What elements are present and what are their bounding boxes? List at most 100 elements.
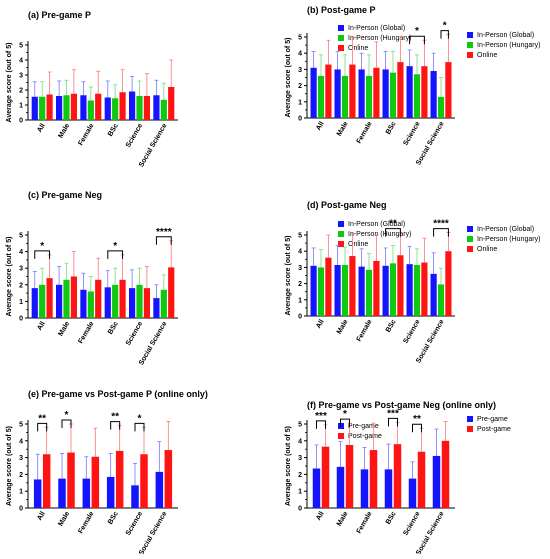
panel-d: (d) Post-game Neg Average score (out of 5… (285, 200, 540, 364)
bar-blue (129, 288, 136, 318)
significance-bracket (37, 422, 48, 432)
significance-bracket (155, 236, 172, 245)
y-tick-label: 5 (19, 422, 23, 429)
y-tick-label: 3 (19, 266, 23, 273)
x-tick-label: Science (402, 120, 421, 147)
bar-green (341, 75, 349, 118)
panel-title: (d) Post-game Neg (307, 200, 387, 210)
bar-blue (106, 476, 115, 508)
bar-red (345, 445, 354, 508)
legend-label: Online (477, 52, 497, 59)
legend-label: Online (477, 246, 497, 253)
significance-label: * (138, 413, 142, 424)
bar-red (373, 260, 380, 316)
bar-red (397, 62, 404, 118)
bar-red (325, 64, 332, 118)
x-tick-label: All (315, 120, 326, 131)
bar-red (168, 267, 175, 318)
x-tick-label: Male (57, 510, 71, 527)
panel-title: (c) Pre-game Neg (28, 190, 102, 200)
y-tick-label: 2 (298, 83, 302, 90)
y-tick-label: 5 (298, 233, 302, 240)
y-axis-label: Average score (out of 5) (285, 426, 292, 506)
significance-label: *** (387, 408, 399, 419)
legend-label: Online (348, 241, 368, 248)
bar-red (164, 450, 173, 508)
bar-red (46, 94, 53, 120)
y-tick-label: 0 (19, 118, 23, 125)
legend-label: Post-game (477, 426, 511, 433)
legend-label: Pre-game (348, 423, 379, 430)
bar-red (373, 67, 380, 118)
bar-blue (360, 469, 369, 508)
bar-blue (33, 479, 42, 508)
y-tick-label: 0 (19, 506, 23, 513)
bar-blue (56, 284, 63, 318)
bar-blue (80, 289, 87, 318)
bar-green (389, 72, 397, 118)
panel-title: (b) Post-game P (307, 5, 376, 15)
bar-green (63, 279, 70, 318)
significance-bracket (409, 35, 425, 45)
bar-blue (104, 287, 111, 318)
bar-red (143, 288, 150, 318)
panel-f: (f) Pre-game vs Post-game Neg (online on… (285, 400, 511, 556)
legend-swatch-blue (467, 416, 473, 422)
x-tick-label: All (315, 318, 326, 329)
x-tick-label: All (36, 320, 47, 331)
legend-swatch-blue (467, 32, 473, 38)
bar-green (160, 99, 167, 120)
legend-label: In-Person (Global) (477, 226, 534, 233)
bar-blue (58, 478, 66, 508)
bar-blue (312, 468, 321, 508)
bar-red (143, 96, 150, 120)
panel-e: (e) Pre-game vs Post-game P (online only… (6, 389, 382, 556)
legend-label: In-Person (Hungary) (477, 236, 540, 243)
legend-label: In-Person (Hungary) (348, 35, 411, 42)
legend-swatch-blue (467, 226, 473, 232)
y-tick-label: 4 (19, 58, 23, 65)
bar-red (140, 454, 148, 508)
panel-b: (b) Post-game P Average score (out of 5) 0… (285, 5, 540, 166)
significance-label: * (343, 409, 347, 420)
bar-blue (56, 96, 63, 120)
y-tick-label: 2 (298, 281, 302, 288)
bar-blue (382, 69, 389, 118)
y-tick-label: 4 (298, 51, 302, 58)
bar-green (136, 96, 143, 120)
x-tick-label: Science (125, 510, 144, 537)
bar-blue (310, 265, 317, 316)
bar-red (325, 257, 332, 316)
bar-blue (129, 91, 136, 120)
bar-blue (430, 273, 437, 316)
legend-label: In-Person (Global) (348, 25, 405, 32)
y-tick-label: 2 (19, 472, 23, 479)
panel-title: (f) Pre-game vs Post-game Neg (online on… (307, 400, 496, 410)
bar-green (389, 263, 397, 316)
y-tick-label: 3 (298, 455, 302, 462)
y-tick-label: 0 (298, 116, 302, 123)
bar-blue (384, 469, 393, 508)
bar-red (70, 276, 77, 318)
bar-red (441, 440, 450, 508)
legend-swatch-red (467, 52, 473, 58)
x-tick-label: Female (356, 510, 374, 534)
legend-label: In-Person (Hungary) (477, 42, 540, 49)
bar-blue (336, 466, 345, 508)
legend-swatch-red (338, 45, 344, 51)
bar-green (87, 100, 94, 120)
significance-bracket (107, 250, 124, 259)
legend-swatch-red (467, 426, 473, 432)
x-tick-label: BSc (385, 510, 398, 525)
bar-red (421, 66, 428, 118)
y-tick-label: 1 (19, 299, 23, 306)
y-tick-label: 1 (298, 297, 302, 304)
bar-red (349, 256, 356, 316)
bar-green (341, 264, 349, 316)
bar-red (42, 454, 51, 508)
bar-green (365, 269, 373, 316)
x-tick-label: Female (356, 318, 374, 342)
x-tick-label: Female (77, 320, 95, 344)
bar-red (349, 64, 356, 118)
x-tick-label: Male (336, 318, 350, 335)
